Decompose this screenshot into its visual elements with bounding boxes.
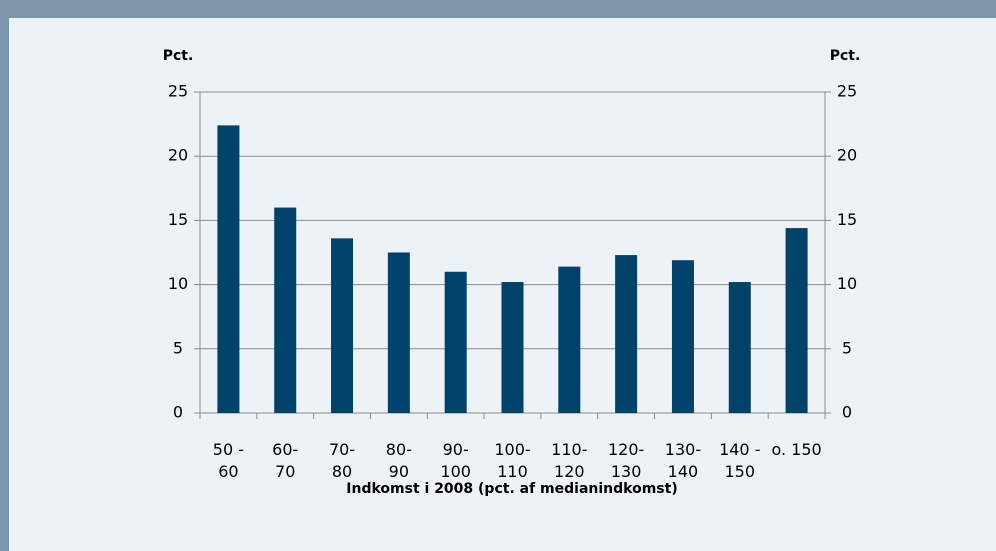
- x-tick-label: 70- 80: [328, 440, 356, 481]
- y-axis-label: Pct.: [163, 48, 194, 64]
- x-tick-label: 100- 110: [494, 440, 531, 481]
- x-axis-label: Indkomst i 2008 (pct. af medianindkomst): [346, 481, 677, 497]
- bar: [501, 282, 524, 413]
- title-bar: [0, 0, 996, 18]
- frame-left: [0, 0, 9, 551]
- x-tick-label: 60- 70: [272, 440, 299, 481]
- x-tick-label: 80- 90: [385, 440, 412, 481]
- y2-tick-label: 10: [837, 274, 857, 293]
- y2-tick-label: 25: [837, 82, 857, 101]
- x-tick-label: 110- 120: [551, 440, 588, 481]
- bar: [444, 271, 467, 413]
- x-tick-label: 130- 140: [664, 440, 702, 481]
- x-tick-label: 140 - 150: [719, 440, 761, 481]
- y2-tick-label: 15: [837, 210, 857, 229]
- bar: [387, 252, 410, 413]
- y-tick-label: 5: [173, 338, 183, 357]
- x-tick-label: 120- 130: [607, 440, 645, 481]
- bar: [274, 207, 297, 413]
- bar: [558, 266, 581, 413]
- y2-axis-label: Pct.: [830, 48, 861, 64]
- bar: [785, 228, 808, 413]
- y-tick-label: 20: [168, 146, 188, 165]
- y-tick-label: 0: [173, 403, 183, 422]
- y-tick-label: 25: [168, 82, 188, 101]
- x-tick-label: o. 150: [771, 440, 822, 459]
- y2-tick-label: 20: [837, 146, 857, 165]
- y-tick-label: 15: [168, 210, 188, 229]
- bar: [615, 255, 638, 413]
- y2-tick-label: 0: [842, 403, 852, 422]
- x-tick-label: 90- 100: [440, 440, 471, 481]
- y2-tick-label: 5: [842, 338, 852, 357]
- y-tick-label: 10: [168, 274, 188, 293]
- bar: [671, 260, 694, 413]
- x-tick-label: 50 - 60: [212, 440, 245, 481]
- bar: [217, 125, 240, 413]
- bar: [728, 282, 751, 413]
- bar: [331, 238, 354, 413]
